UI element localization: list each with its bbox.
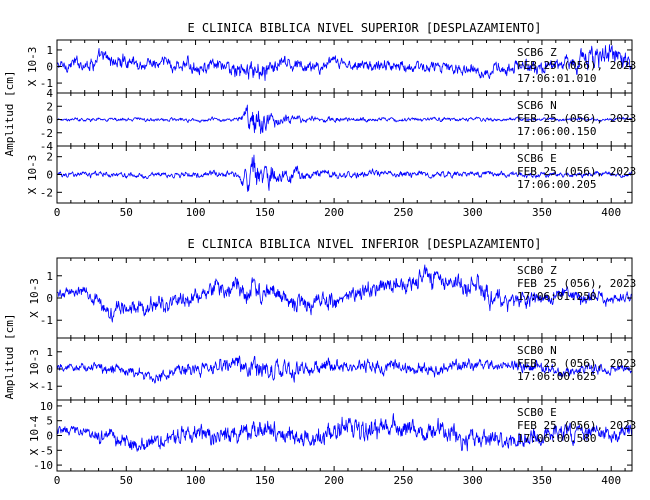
- chart-lower-level: E CLINICA BIBLICA NIVEL INFERIOR [DESPLA…: [3, 237, 636, 487]
- x-tick-label: 100: [186, 206, 206, 219]
- x-tick-label: 300: [463, 474, 483, 487]
- y-tick-label: -10: [33, 459, 53, 472]
- x-tick-label: 200: [324, 206, 344, 219]
- x-tick-label: 350: [532, 474, 552, 487]
- y-tick-label: 0: [46, 430, 53, 443]
- record-time: 17:06:00.205: [517, 178, 596, 191]
- y-tick-label: 1: [46, 270, 53, 283]
- waveform-trace: [56, 264, 633, 323]
- y-tick-label: 2: [46, 151, 53, 164]
- x-tick-label: 0: [54, 474, 61, 487]
- waveform-trace: [56, 355, 633, 384]
- record-date: FEB 25 (056), 2023: [517, 357, 636, 370]
- record-time: 17:06:00.625: [517, 370, 596, 383]
- y-tick-label: 0: [46, 114, 53, 127]
- x-tick-label: 300: [463, 206, 483, 219]
- y-tick-label: 0: [46, 169, 53, 182]
- record-date: FEB 25 (056), 2023: [517, 277, 636, 290]
- y-tick-label: 1: [46, 44, 53, 57]
- y-tick-label: -5: [40, 444, 53, 457]
- x-tick-label: 150: [255, 206, 275, 219]
- waveform-trace: [56, 413, 633, 452]
- x-tick-label: 50: [120, 474, 133, 487]
- waveform-trace: [56, 104, 633, 134]
- chart-upper-level: E CLINICA BIBLICA NIVEL SUPERIOR [DESPLA…: [3, 21, 636, 219]
- y-axis-label: Amplitud [cm]: [3, 70, 16, 156]
- y-tick-label: 10: [40, 400, 53, 413]
- record-time: 17:06:00.150: [517, 125, 596, 138]
- y-tick-label: -1: [40, 380, 53, 393]
- station-component: SCB0 Z: [517, 264, 557, 277]
- x-tick-label: 250: [393, 474, 413, 487]
- y-tick-label: 0: [46, 292, 53, 305]
- chart-title: E CLINICA BIBLICA NIVEL INFERIOR [DESPLA…: [187, 237, 541, 251]
- x-tick-label: 400: [601, 474, 621, 487]
- station-component: SCB0 E: [517, 406, 557, 419]
- y-axis-label: Amplitud [cm]: [3, 313, 16, 399]
- station-component: SCB6 E: [517, 152, 557, 165]
- y-tick-label: 0: [46, 363, 53, 376]
- waveform-trace: [56, 154, 633, 192]
- x-tick-label: 200: [324, 474, 344, 487]
- y-tick-label: 0: [46, 61, 53, 74]
- x-tick-label: 50: [120, 206, 133, 219]
- y-tick-label: -4: [40, 140, 54, 153]
- y-tick-label: 1: [46, 346, 53, 359]
- station-component: SCB0 N: [517, 344, 557, 357]
- scale-label: X 10-3: [26, 47, 39, 87]
- station-component: SCB6 N: [517, 99, 557, 112]
- scale-label: X 10-3: [28, 278, 41, 318]
- scale-label: X 10-3: [28, 349, 41, 389]
- x-tick-label: 250: [393, 206, 413, 219]
- record-time: 17:06:01.250: [517, 290, 596, 303]
- record-date: FEB 25 (056), 2023: [517, 112, 636, 125]
- record-time: 17:06:00.580: [517, 432, 596, 445]
- y-tick-label: -2: [40, 127, 53, 140]
- record-date: FEB 25 (056), 2023: [517, 59, 636, 72]
- x-tick-label: 350: [532, 206, 552, 219]
- x-tick-label: 100: [186, 474, 206, 487]
- station-component: SCB6 Z: [517, 46, 557, 59]
- scale-label: X 10-4: [28, 415, 41, 455]
- record-date: FEB 25 (056), 2023: [517, 165, 636, 178]
- record-date: FEB 25 (056), 2023: [517, 419, 636, 432]
- record-time: 17:06:01.010: [517, 72, 596, 85]
- y-tick-label: 2: [46, 100, 53, 113]
- y-tick-label: 4: [46, 87, 53, 100]
- x-tick-label: 400: [601, 206, 621, 219]
- y-tick-label: -1: [40, 314, 53, 327]
- waveform-trace: [56, 44, 633, 81]
- y-tick-label: 5: [46, 415, 53, 428]
- x-tick-label: 150: [255, 474, 275, 487]
- y-tick-label: -1: [40, 77, 53, 90]
- scale-label: X 10-3: [26, 155, 39, 195]
- y-tick-label: -2: [40, 186, 53, 199]
- x-tick-label: 0: [54, 206, 61, 219]
- chart-title: E CLINICA BIBLICA NIVEL SUPERIOR [DESPLA…: [187, 21, 541, 35]
